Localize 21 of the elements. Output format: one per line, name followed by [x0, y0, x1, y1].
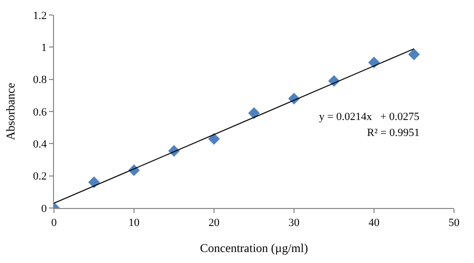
annotation: R² = 0.9951: [367, 127, 420, 139]
point: [408, 48, 420, 60]
point: [248, 107, 260, 119]
y-axis-title: Absorbance: [3, 82, 18, 140]
point: [208, 132, 220, 145]
y-tick-label: 0: [41, 202, 48, 215]
x-axis-title: Concentration (µg/ml): [200, 241, 308, 256]
y-tick-label: 0.4: [33, 138, 48, 151]
x-tick-label: 10: [128, 217, 140, 230]
y-tick-label: 1: [41, 42, 47, 54]
x-tick-label: 30: [288, 217, 300, 230]
y-tick-label: 1.2: [33, 10, 47, 22]
annotation: y = 0.0214x + 0.0275: [319, 111, 420, 123]
x-tick-label: 0: [51, 217, 58, 230]
x-tick-label: 50: [448, 217, 460, 230]
x-tick-label: 20: [208, 217, 220, 230]
y-tick-label: 0.2: [33, 170, 47, 183]
y-tick-label: 0.8: [33, 74, 48, 86]
y-tick-label: 0.6: [33, 106, 48, 118]
point: [88, 176, 100, 188]
x-tick-label: 40: [368, 217, 380, 230]
